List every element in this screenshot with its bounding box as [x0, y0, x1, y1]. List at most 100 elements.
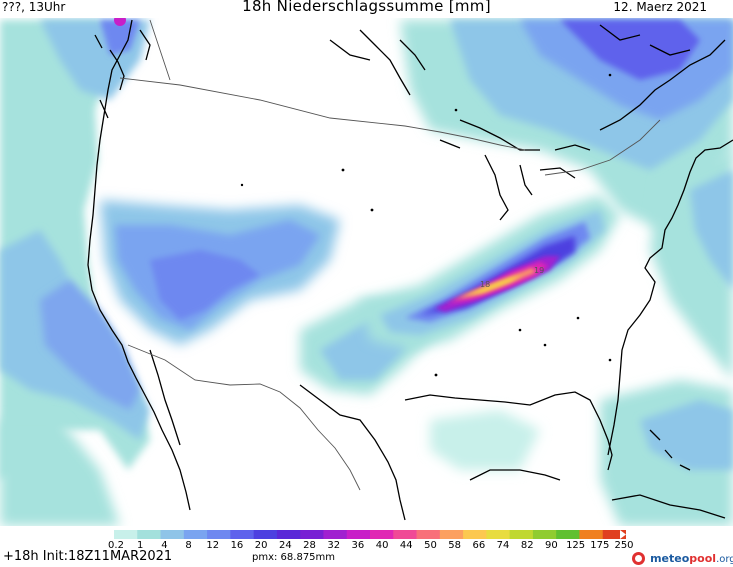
legend-tick: 90: [545, 540, 558, 551]
header-label-left: ???, 13Uhr: [2, 0, 66, 14]
legend-swatch: [276, 530, 301, 539]
legend-swatch: [439, 530, 464, 539]
border-canada-internal: [149, 19, 171, 81]
border-us-canada: [119, 77, 661, 176]
pmx-value: pmx: 68.875mm: [252, 552, 336, 563]
lake-8: [608, 358, 612, 362]
legend-tick: 8: [185, 540, 192, 551]
legend-swatch: [416, 530, 441, 539]
run-info: +18h Init:18Z11MAR2021: [3, 549, 173, 564]
coastline-cuba: [611, 494, 726, 519]
legend-tick: 24: [278, 540, 292, 551]
coastline-hudson: [359, 29, 426, 96]
logo-meteo: meteo: [650, 552, 690, 565]
legend-swatch: [183, 530, 208, 539]
precip-north-peak: [114, 18, 126, 26]
precip-band-dark: [420, 236, 575, 315]
coastline-bc-islands: [94, 29, 151, 119]
map-title: 18h Niederschlagssumme [mm]: [242, 0, 491, 15]
lake-3: [240, 183, 244, 187]
lake-5: [518, 328, 522, 332]
legend-swatch: [556, 530, 580, 539]
borders: [119, 19, 661, 491]
legend-tick: 20: [254, 540, 268, 551]
precip-atlantic-blue: [690, 170, 733, 290]
legend-swatch: [370, 530, 394, 539]
coastline-pacific: [87, 19, 191, 511]
legend-swatch: [602, 530, 626, 539]
legend-swatch: [207, 530, 231, 539]
logo-pool: pool: [689, 552, 717, 565]
coastline-gulf-mexico: [299, 384, 613, 521]
legend-swatch: [114, 530, 138, 539]
legend-swatch: [486, 530, 511, 539]
legend-tick: 250: [614, 540, 634, 551]
lake-9: [454, 108, 458, 112]
legend-tick: 28: [303, 540, 316, 551]
legend-swatch: [579, 530, 604, 539]
legend-tick: 16: [230, 540, 244, 551]
border-us-mexico: [127, 344, 361, 491]
coastline-labrador: [599, 39, 726, 131]
coastline-baja-gulf: [149, 349, 181, 446]
legend-swatch: [160, 530, 185, 539]
legend-tick: 125: [566, 540, 586, 551]
legend-swatch: [346, 530, 371, 539]
legend-tick: 50: [424, 540, 437, 551]
legend-arrow-tip: [620, 530, 626, 539]
legend-tick: 58: [448, 540, 462, 551]
legend-tick: 1: [137, 540, 144, 551]
legend-tick-labels: 0.2 1 4 8 12 16 20 24 28 32 36 40 44 50 58 66 74 82 90 125 1…: [108, 540, 634, 552]
lake-2: [370, 208, 374, 212]
legend-tick: 36: [351, 540, 365, 551]
lake-dots: [240, 73, 612, 377]
legend-swatch: [300, 530, 324, 539]
lake-4: [434, 373, 438, 377]
legend-tick: 32: [327, 540, 341, 551]
legend-swatch: [230, 530, 255, 539]
coastline-arctic-islands: [329, 24, 691, 61]
legend-swatch: [137, 530, 162, 539]
precip-canada-east-deep: [560, 20, 700, 80]
coastline-atlantic: [607, 139, 733, 456]
lake-7: [576, 316, 580, 320]
legend-tick: 4: [161, 540, 168, 551]
precip-rockies-dark: [150, 250, 260, 320]
logo-tld: .org: [716, 554, 733, 565]
legend-tick: 175: [590, 540, 610, 551]
meteopool-logo[interactable]: meteopool.org: [632, 548, 733, 565]
forecast-date: 12. Maerz 2021: [613, 0, 707, 14]
precip-caribbean-blue: [640, 400, 733, 470]
max-label-b: 19: [534, 266, 544, 275]
legend-tick: 74: [496, 540, 510, 551]
precip-band-yellow: [460, 275, 522, 297]
max-label-a: 18: [480, 280, 490, 289]
legend-tick: 82: [520, 540, 534, 551]
legend-swatch: [463, 530, 487, 539]
logo-circle-icon: [632, 552, 645, 565]
legend-tick: 44: [399, 540, 413, 551]
logo-text: meteopool.org: [650, 552, 733, 565]
legend-tick: 12: [206, 540, 220, 551]
legend-tick: 40: [375, 540, 389, 551]
precip-fields: [0, 18, 733, 526]
legend-swatch: [323, 530, 348, 539]
legend-swatch: [509, 530, 534, 539]
precip-pacific-south: [0, 420, 120, 526]
coastline-yucatan: [469, 469, 561, 481]
legend-swatch: [532, 530, 557, 539]
lake-1: [341, 168, 345, 172]
legend-swatch: [253, 530, 278, 539]
lake-10: [608, 73, 612, 77]
legend-tick: 0.2: [108, 540, 124, 551]
precip-pacific-blue: [40, 280, 140, 410]
coastline-great-lakes: [439, 119, 591, 221]
coastline-bahamas: [649, 429, 691, 471]
legend-tick: 66: [472, 540, 486, 551]
legend-swatch: [393, 530, 418, 539]
lake-6: [543, 343, 547, 347]
precip-gulf: [430, 410, 540, 470]
coastlines: [87, 19, 733, 521]
legend-color-bar: [114, 530, 626, 539]
